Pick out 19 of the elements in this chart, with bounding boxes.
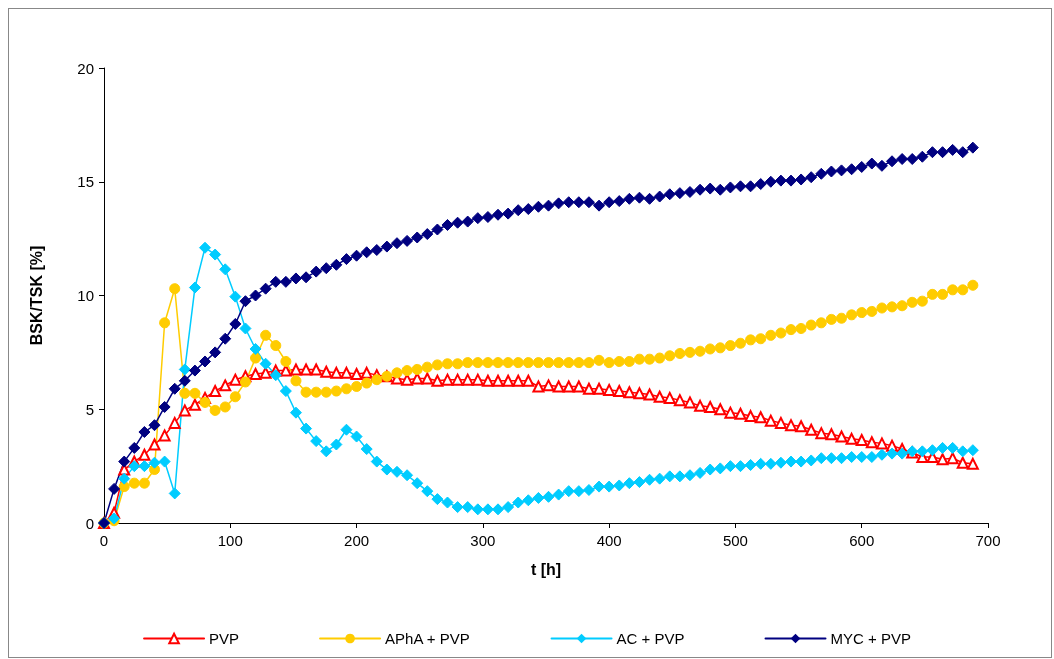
x-tick-label: 600 xyxy=(849,532,875,549)
y-tick-label: 10 xyxy=(77,287,94,304)
legend-label: AC + PVP xyxy=(616,630,685,647)
legend-label: APhA + PVP xyxy=(385,630,470,647)
legend-label: MYC + PVP xyxy=(830,630,911,647)
x-tick-label: 700 xyxy=(975,532,1001,549)
x-tick-label: 500 xyxy=(722,532,748,549)
legend-label: PVP xyxy=(209,630,240,647)
x-tick-label: 300 xyxy=(470,532,496,549)
x-tick-label: 100 xyxy=(217,532,243,549)
x-tick-label: 200 xyxy=(344,532,370,549)
y-tick-label: 20 xyxy=(77,59,94,77)
y-tick-label: 15 xyxy=(77,173,94,191)
x-tick-label: 400 xyxy=(596,532,622,549)
y-tick-label: 5 xyxy=(85,400,94,418)
x-tick-label: 0 xyxy=(99,532,109,549)
y-axis-title: BSK/TSK [%] xyxy=(27,245,45,346)
x-axis-title: t [h] xyxy=(530,560,562,578)
y-tick-label: 0 xyxy=(85,514,94,532)
